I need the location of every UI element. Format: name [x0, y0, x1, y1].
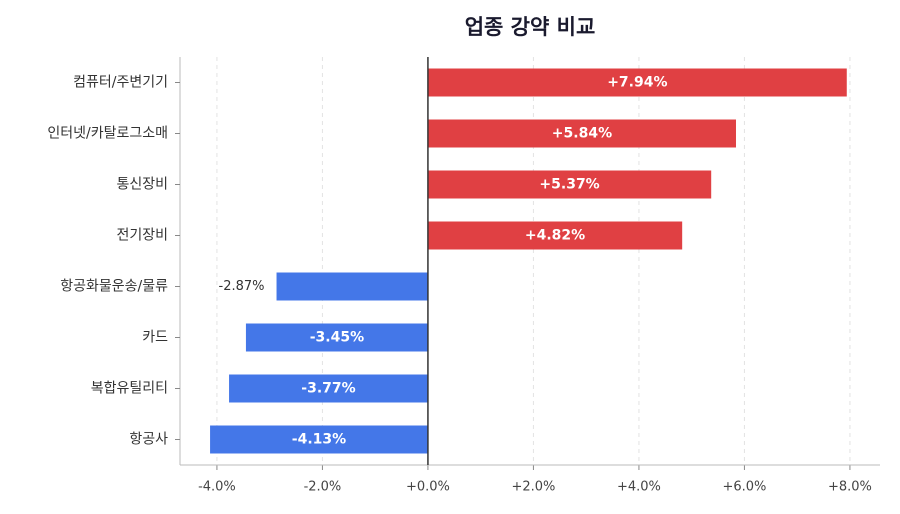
y-tick-label: 통신장비: [116, 177, 168, 193]
y-tick-label: 전기장비: [116, 228, 168, 244]
x-tick-label: +8.0%: [828, 480, 872, 495]
value-label: +5.37%: [539, 177, 599, 193]
y-tick-label: 항공사: [129, 432, 168, 448]
x-tick-label: +6.0%: [722, 480, 766, 495]
x-tick-label: -2.0%: [304, 480, 342, 495]
x-tick-label: +4.0%: [617, 480, 661, 495]
bar: [427, 221, 683, 250]
value-label: +7.94%: [607, 75, 667, 91]
y-tick-label: 컴퓨터/주변기기: [73, 75, 168, 91]
value-label: -3.45%: [310, 330, 364, 346]
bar: [229, 374, 428, 403]
bar: [210, 425, 428, 454]
x-tick-label: +0.0%: [406, 480, 450, 495]
chart-title: 업종 강약 비교: [465, 15, 596, 39]
value-label: -3.77%: [301, 381, 355, 397]
y-tick-label: 카드: [142, 330, 168, 346]
bar: [427, 170, 712, 199]
value-label: -2.87%: [219, 279, 265, 294]
x-tick-label: +2.0%: [511, 480, 555, 495]
x-tick-label: -4.0%: [198, 480, 236, 495]
bar: [427, 119, 736, 148]
bar: [427, 68, 847, 97]
y-tick-label: 복합유틸리티: [91, 381, 168, 397]
bar: [245, 323, 428, 352]
value-label: -4.13%: [292, 432, 346, 448]
value-label: +5.84%: [552, 126, 612, 142]
y-tick-label: 인터넷/카탈로그소매: [47, 126, 168, 142]
y-tick-label: 항공화물운송/물류: [60, 279, 168, 295]
value-label: +4.82%: [525, 228, 585, 244]
bar: [276, 272, 428, 301]
